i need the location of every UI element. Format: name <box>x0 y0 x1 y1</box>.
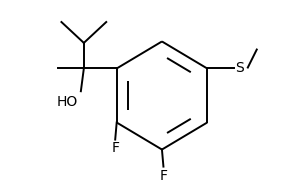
Text: F: F <box>111 142 119 155</box>
Text: HO: HO <box>57 95 78 109</box>
Text: S: S <box>235 62 244 75</box>
Text: F: F <box>159 168 167 182</box>
